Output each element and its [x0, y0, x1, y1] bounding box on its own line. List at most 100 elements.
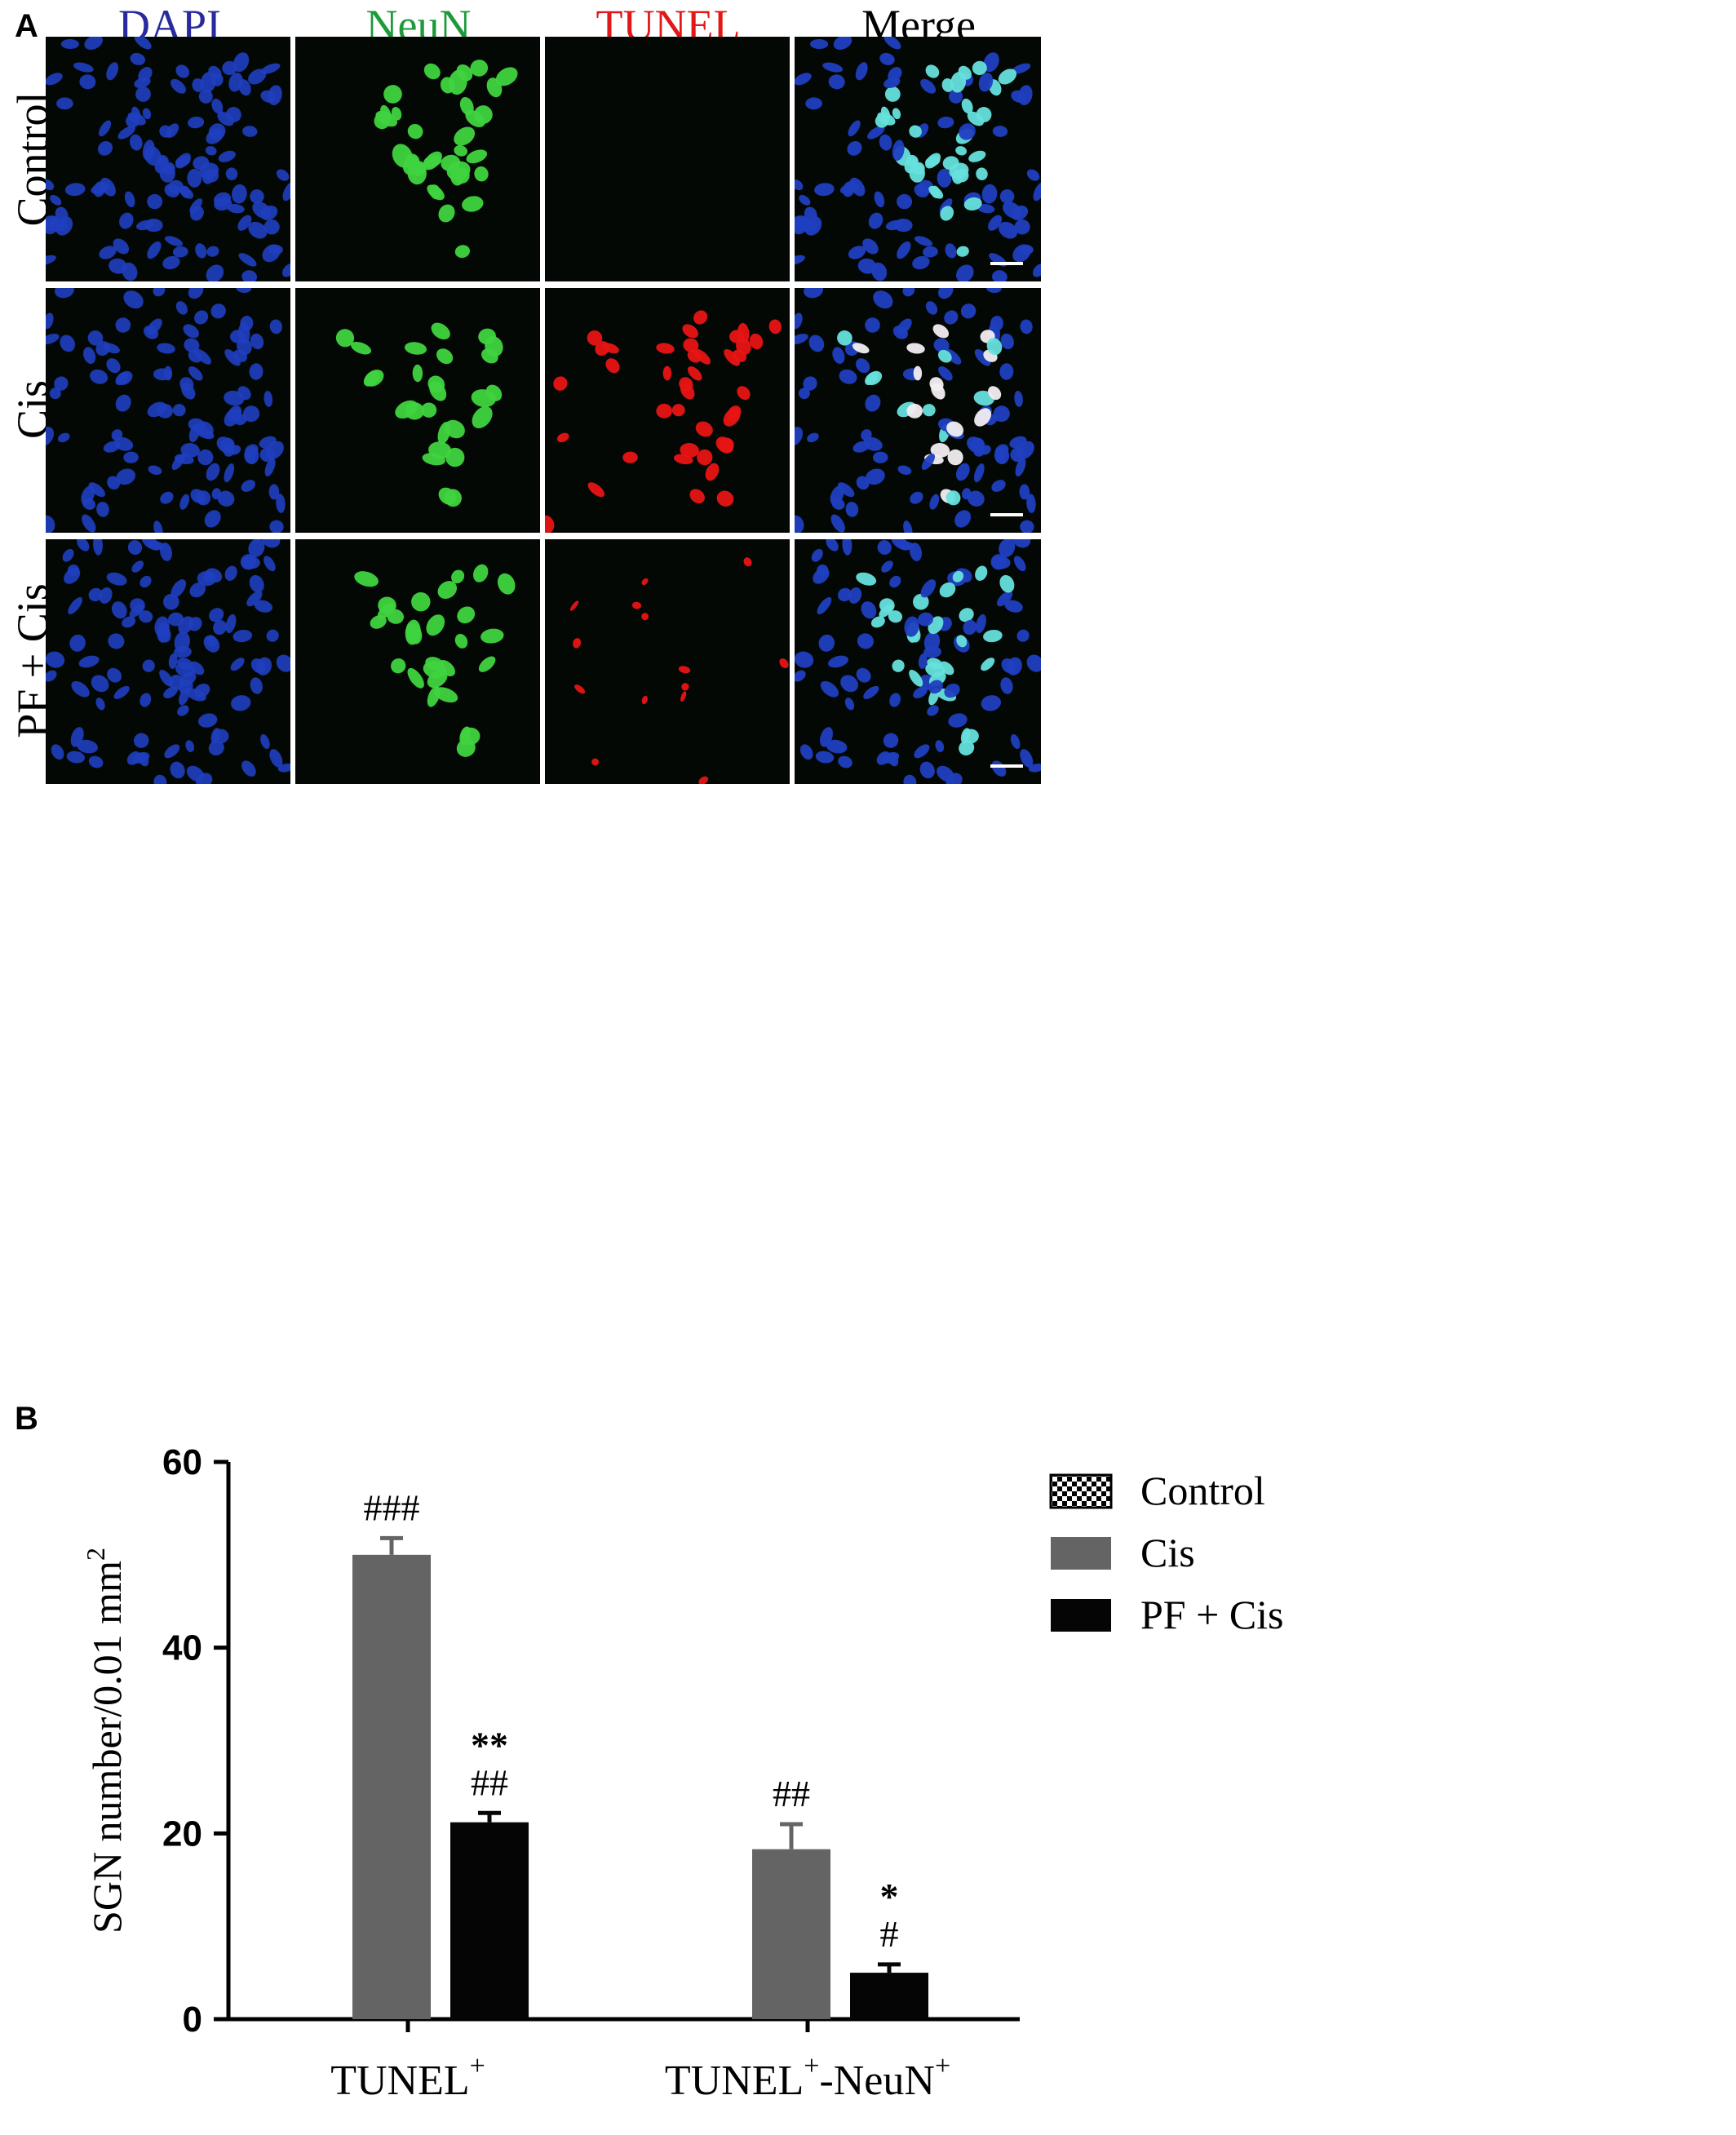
nucleus	[856, 358, 870, 374]
nucleus	[451, 569, 465, 584]
nucleus	[977, 204, 995, 214]
nucleus	[958, 65, 972, 80]
nucleus	[268, 244, 283, 255]
nucleus	[140, 575, 152, 588]
nucleus	[71, 680, 90, 698]
nucleus	[1004, 600, 1023, 613]
nucleus	[929, 377, 944, 392]
nucleus	[892, 326, 908, 339]
nucleus	[225, 167, 238, 180]
nucleus	[1000, 677, 1013, 694]
nucleus	[1026, 169, 1040, 181]
nucleus	[195, 243, 207, 259]
nucleus	[46, 427, 55, 446]
nucleus	[737, 386, 751, 401]
nucleus	[870, 616, 885, 628]
nucleus	[470, 60, 489, 77]
nucleus	[237, 215, 252, 231]
nucleus	[682, 324, 698, 339]
nucleus	[930, 185, 941, 198]
significance-hash: ##	[471, 1761, 508, 1803]
nucleus	[456, 738, 476, 757]
nucleus	[168, 612, 184, 627]
nucleus	[913, 686, 928, 698]
nucleus	[892, 659, 905, 672]
nucleus	[919, 761, 935, 779]
nucleus	[883, 733, 899, 748]
nucleus	[96, 502, 109, 517]
nucleus	[142, 659, 155, 672]
nucleus	[999, 189, 1015, 204]
nucleus	[999, 363, 1014, 380]
nucleus	[260, 63, 281, 74]
nucleus	[66, 751, 86, 764]
nucleus	[879, 52, 895, 65]
nucleus	[1019, 484, 1030, 500]
nucleus	[938, 288, 954, 299]
significance-hash: ###	[364, 1486, 420, 1528]
nucleus	[77, 739, 98, 754]
nucleus	[159, 669, 174, 687]
nucleus	[82, 514, 96, 533]
nucleus	[999, 539, 1016, 558]
nucleus	[1033, 182, 1041, 202]
nucleus	[170, 761, 185, 779]
nucleus	[248, 539, 265, 558]
nucleus	[225, 107, 241, 122]
nucleus	[241, 270, 258, 281]
nucleus	[224, 408, 241, 427]
nucleus	[933, 338, 950, 352]
nucleus	[175, 662, 195, 677]
nucleus	[222, 60, 237, 76]
nucleus	[861, 601, 877, 619]
nucleus	[1012, 539, 1031, 548]
nucleus	[50, 194, 62, 206]
nucleus	[175, 153, 191, 169]
nucleus	[254, 600, 273, 613]
nucleus	[122, 262, 138, 281]
nucleus	[431, 322, 450, 340]
nucleus	[198, 89, 213, 104]
nucleus	[974, 408, 992, 427]
nucleus	[144, 218, 163, 233]
nucleus	[164, 236, 184, 246]
significance-hash: ##	[773, 1773, 810, 1814]
nucleus	[847, 141, 862, 156]
nucleus	[153, 288, 166, 297]
nucleus	[159, 125, 172, 138]
nucleus	[848, 120, 861, 137]
nucleus	[631, 601, 642, 609]
nucleus	[1009, 436, 1027, 449]
legend-label: Control	[1140, 1468, 1265, 1513]
nucleus	[106, 572, 127, 586]
nucleus	[928, 680, 943, 694]
legend-label: Cis	[1140, 1530, 1195, 1575]
nucleus	[671, 404, 685, 417]
nucleus	[142, 108, 152, 120]
nucleus	[147, 241, 162, 259]
nucleus	[196, 490, 211, 506]
nucleus	[64, 183, 86, 197]
nucleus	[186, 765, 205, 782]
nucleus	[242, 126, 258, 137]
nucleus	[457, 606, 476, 624]
nucleus	[446, 161, 471, 181]
nucleus	[896, 541, 914, 550]
nucleus	[698, 776, 709, 784]
nucleus	[404, 342, 427, 355]
nucleus	[497, 573, 516, 595]
nucleus	[55, 206, 69, 223]
nucleus	[914, 184, 929, 198]
nucleus	[266, 629, 279, 642]
nucleus	[205, 146, 217, 156]
nucleus	[175, 301, 188, 315]
nucleus	[189, 582, 206, 598]
nucleus	[795, 651, 814, 668]
nucleus	[54, 376, 69, 391]
nucleus	[574, 684, 586, 694]
nucleus	[209, 608, 224, 622]
nucleus	[605, 358, 620, 374]
nucleus	[472, 406, 493, 428]
nucleus	[46, 515, 55, 533]
